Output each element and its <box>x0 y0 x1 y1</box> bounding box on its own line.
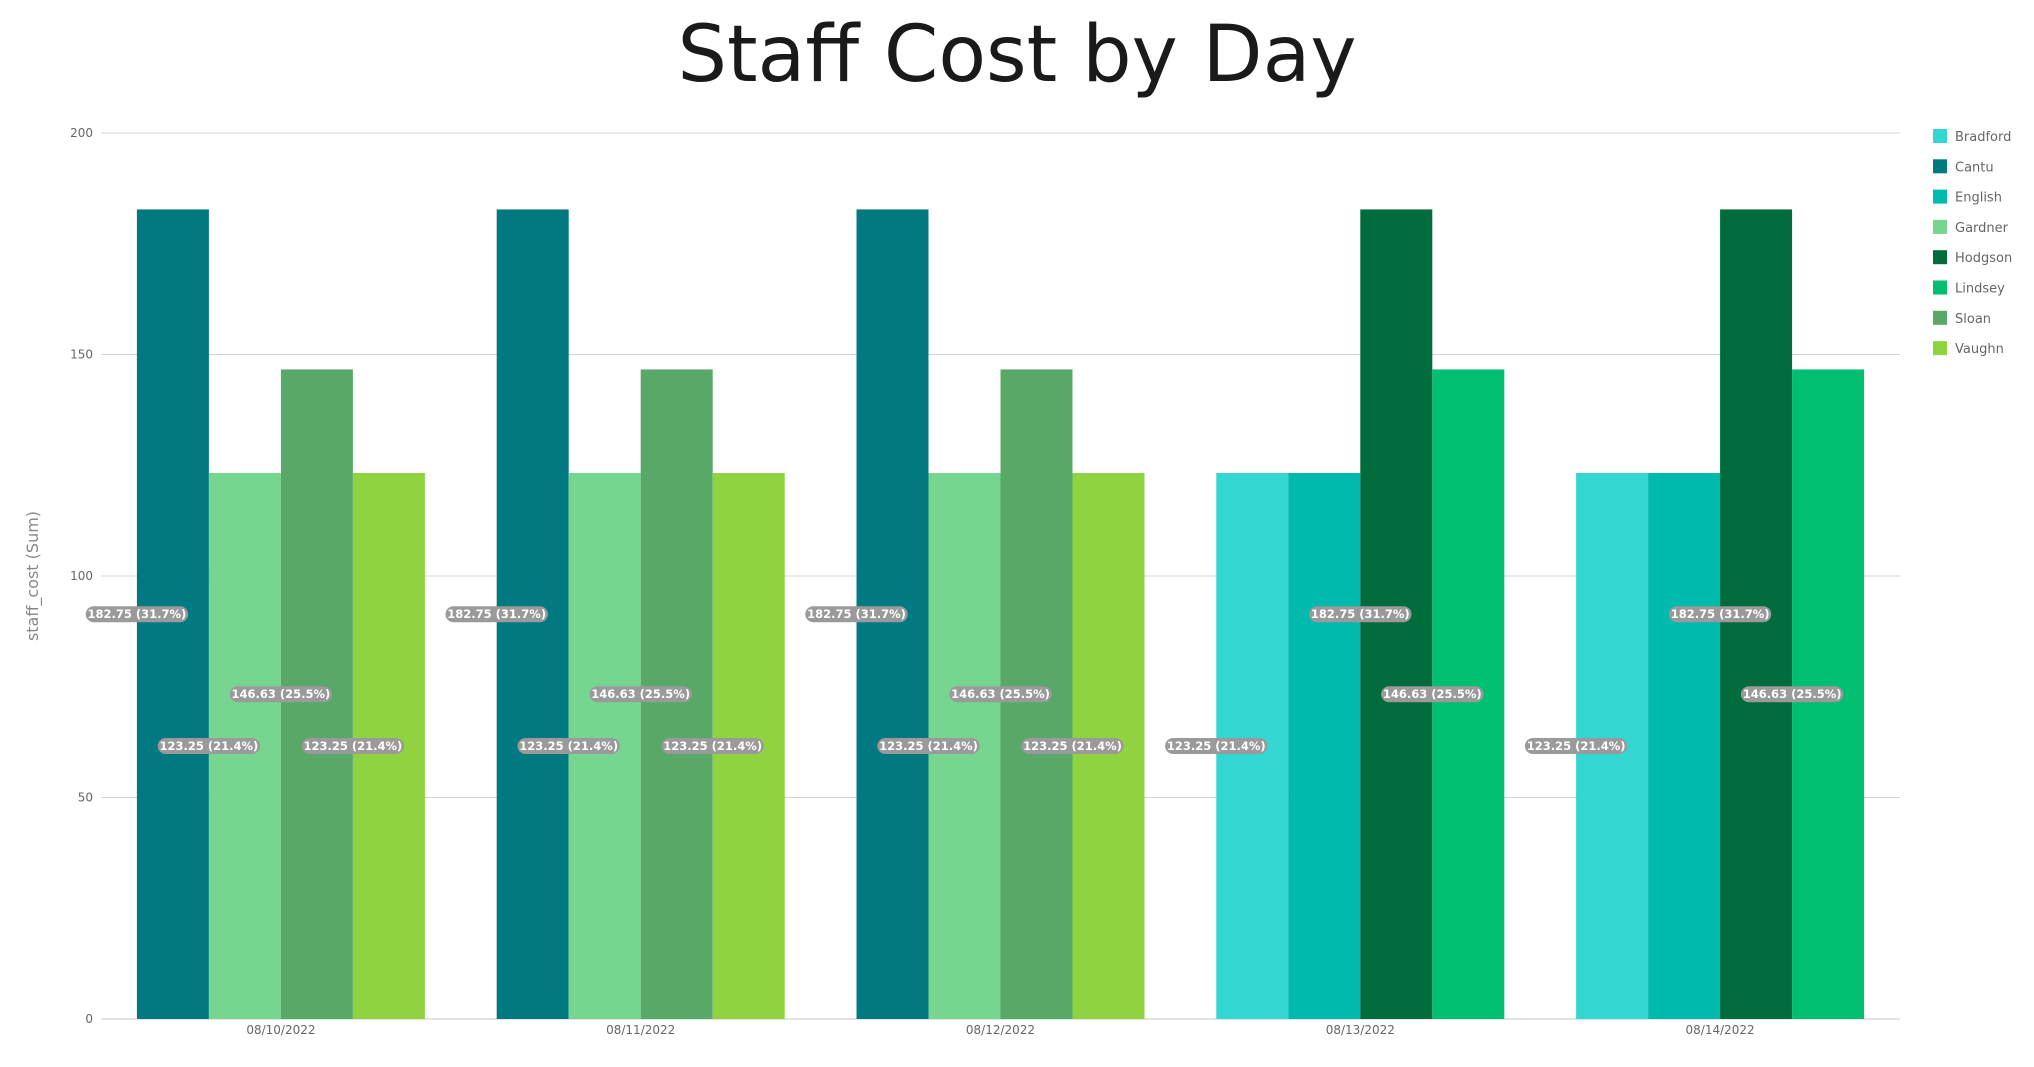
legend-item-vaughn[interactable]: Vaughn <box>1933 341 2004 357</box>
legend-swatch <box>1933 129 1947 143</box>
data-label-bg <box>949 686 1052 703</box>
data-label: 123.25 (21.4%) <box>157 738 261 755</box>
data-label-text: 182.75 (31.7%) <box>447 607 546 621</box>
y-axis-title: staff_cost (Sum) <box>23 511 43 641</box>
bars <box>136 209 1865 1020</box>
data-label: 182.75 (31.7%) <box>805 606 908 623</box>
legend-item-hodgson[interactable]: Hodgson <box>1933 250 2012 266</box>
legend-swatch <box>1933 159 1947 174</box>
legend-swatch <box>1933 341 1947 356</box>
data-labels: 182.75 (31.7%) 123.25 (21.4%) 146.63 (25.5… <box>85 606 1844 755</box>
x-tick-label: 08/14/2022 <box>1686 1023 1755 1037</box>
y-axis-ticks: 0 50 100 150 200 <box>70 126 93 1026</box>
legend-label: Hodgson <box>1955 251 2012 266</box>
data-label-bg <box>1740 686 1844 703</box>
legend-swatch <box>1933 189 1947 204</box>
y-tick-label: 50 <box>78 791 93 805</box>
data-label-text: 146.63 (25.5%) <box>232 687 331 701</box>
data-label-text: 182.75 (31.7%) <box>1311 607 1410 621</box>
data-label-bg <box>157 738 261 755</box>
legend-label: Sloan <box>1955 312 1991 327</box>
x-axis-ticks: 08/10/2022 08/11/2022 08/12/2022 08/13/2022… <box>246 1023 1754 1037</box>
data-label: 123.25 (21.4%) <box>1021 738 1124 755</box>
data-label: 123.25 (21.4%) <box>1165 738 1268 755</box>
legend-label: Lindsey <box>1955 282 2005 297</box>
legend-label: Vaughn <box>1955 342 2004 357</box>
data-label-text: 146.63 (25.5%) <box>1383 687 1482 701</box>
data-label-bg <box>445 606 548 623</box>
data-label: 123.25 (21.4%) <box>661 738 764 755</box>
y-tick-label: 0 <box>85 1012 93 1026</box>
data-label: 146.63 (25.5%) <box>589 686 692 703</box>
data-label-text: 123.25 (21.4%) <box>1023 739 1122 753</box>
legend-item-english[interactable]: English <box>1933 189 2002 206</box>
data-label: 182.75 (31.7%) <box>1668 606 1772 623</box>
data-label-text: 182.75 (31.7%) <box>1671 607 1770 621</box>
legend-item-gardner[interactable]: Gardner <box>1933 219 2009 236</box>
legend-label: Gardner <box>1955 221 2009 236</box>
x-tick-label: 08/12/2022 <box>966 1023 1035 1037</box>
y-tick-label: 100 <box>70 569 93 583</box>
data-label-bg <box>1668 606 1772 623</box>
x-tick-label: 08/10/2022 <box>246 1023 315 1037</box>
legend: Bradford Cantu English Gardner Hodgson Lindse… <box>1933 129 2012 357</box>
x-tick-label: 08/13/2022 <box>1326 1023 1395 1037</box>
data-label-bg <box>1524 738 1628 755</box>
data-label-bg <box>1165 738 1268 755</box>
data-label: 146.63 (25.5%) <box>1740 686 1844 703</box>
legend-label: English <box>1955 191 2002 206</box>
data-label-bg <box>517 738 620 755</box>
data-label-text: 146.63 (25.5%) <box>591 687 690 701</box>
legend-swatch <box>1933 219 1947 234</box>
data-label: 146.63 (25.5%) <box>949 686 1052 703</box>
legend-swatch <box>1933 250 1947 265</box>
x-tick-label: 08/11/2022 <box>606 1023 675 1037</box>
data-label: 146.63 (25.5%) <box>229 686 333 703</box>
data-label-bg <box>1309 606 1412 623</box>
data-label: 182.75 (31.7%) <box>85 606 189 623</box>
data-label-bg <box>589 686 692 703</box>
y-tick-label: 150 <box>70 348 93 362</box>
chart-title: Staff Cost by Day <box>677 10 1357 100</box>
data-label-bg <box>1021 738 1124 755</box>
data-label-bg <box>877 738 980 755</box>
data-label-bg <box>229 686 333 703</box>
data-label-text: 123.25 (21.4%) <box>304 739 403 753</box>
legend-item-lindsey[interactable]: Lindsey <box>1933 280 2005 297</box>
data-label-text: 123.25 (21.4%) <box>1167 739 1266 753</box>
data-label-bg <box>85 606 189 623</box>
data-label-text: 146.63 (25.5%) <box>1743 687 1842 701</box>
legend-label: Cantu <box>1955 160 1994 175</box>
bar-english-4[interactable] <box>1648 473 1721 1019</box>
bar-english-3[interactable] <box>1288 473 1361 1019</box>
data-label: 146.63 (25.5%) <box>1381 686 1484 703</box>
data-label-text: 123.25 (21.4%) <box>879 739 978 753</box>
data-label-text: 182.75 (31.7%) <box>807 607 906 621</box>
data-label-text: 182.75 (31.7%) <box>88 607 187 621</box>
data-label-text: 123.25 (21.4%) <box>519 739 618 753</box>
legend-swatch <box>1933 310 1947 325</box>
data-label: 182.75 (31.7%) <box>1309 606 1412 623</box>
data-label: 182.75 (31.7%) <box>445 606 548 623</box>
data-label-text: 123.25 (21.4%) <box>663 739 762 753</box>
data-label-bg <box>805 606 908 623</box>
data-label-text: 123.25 (21.4%) <box>160 739 259 753</box>
data-label-bg <box>1381 686 1484 703</box>
data-label: 123.25 (21.4%) <box>301 738 405 755</box>
data-label: 123.25 (21.4%) <box>517 738 620 755</box>
legend-label: Bradford <box>1955 130 2011 145</box>
legend-item-cantu[interactable]: Cantu <box>1933 159 1994 175</box>
data-label-bg <box>301 738 405 755</box>
legend-item-sloan[interactable]: Sloan <box>1933 310 1991 327</box>
data-label-text: 146.63 (25.5%) <box>951 687 1050 701</box>
data-label-text: 123.25 (21.4%) <box>1527 739 1626 753</box>
data-label: 123.25 (21.4%) <box>877 738 980 755</box>
data-label-bg <box>661 738 764 755</box>
y-tick-label: 200 <box>70 126 93 140</box>
legend-swatch <box>1933 280 1947 295</box>
data-label: 123.25 (21.4%) <box>1524 738 1628 755</box>
legend-item-bradford[interactable]: Bradford <box>1933 129 2011 145</box>
